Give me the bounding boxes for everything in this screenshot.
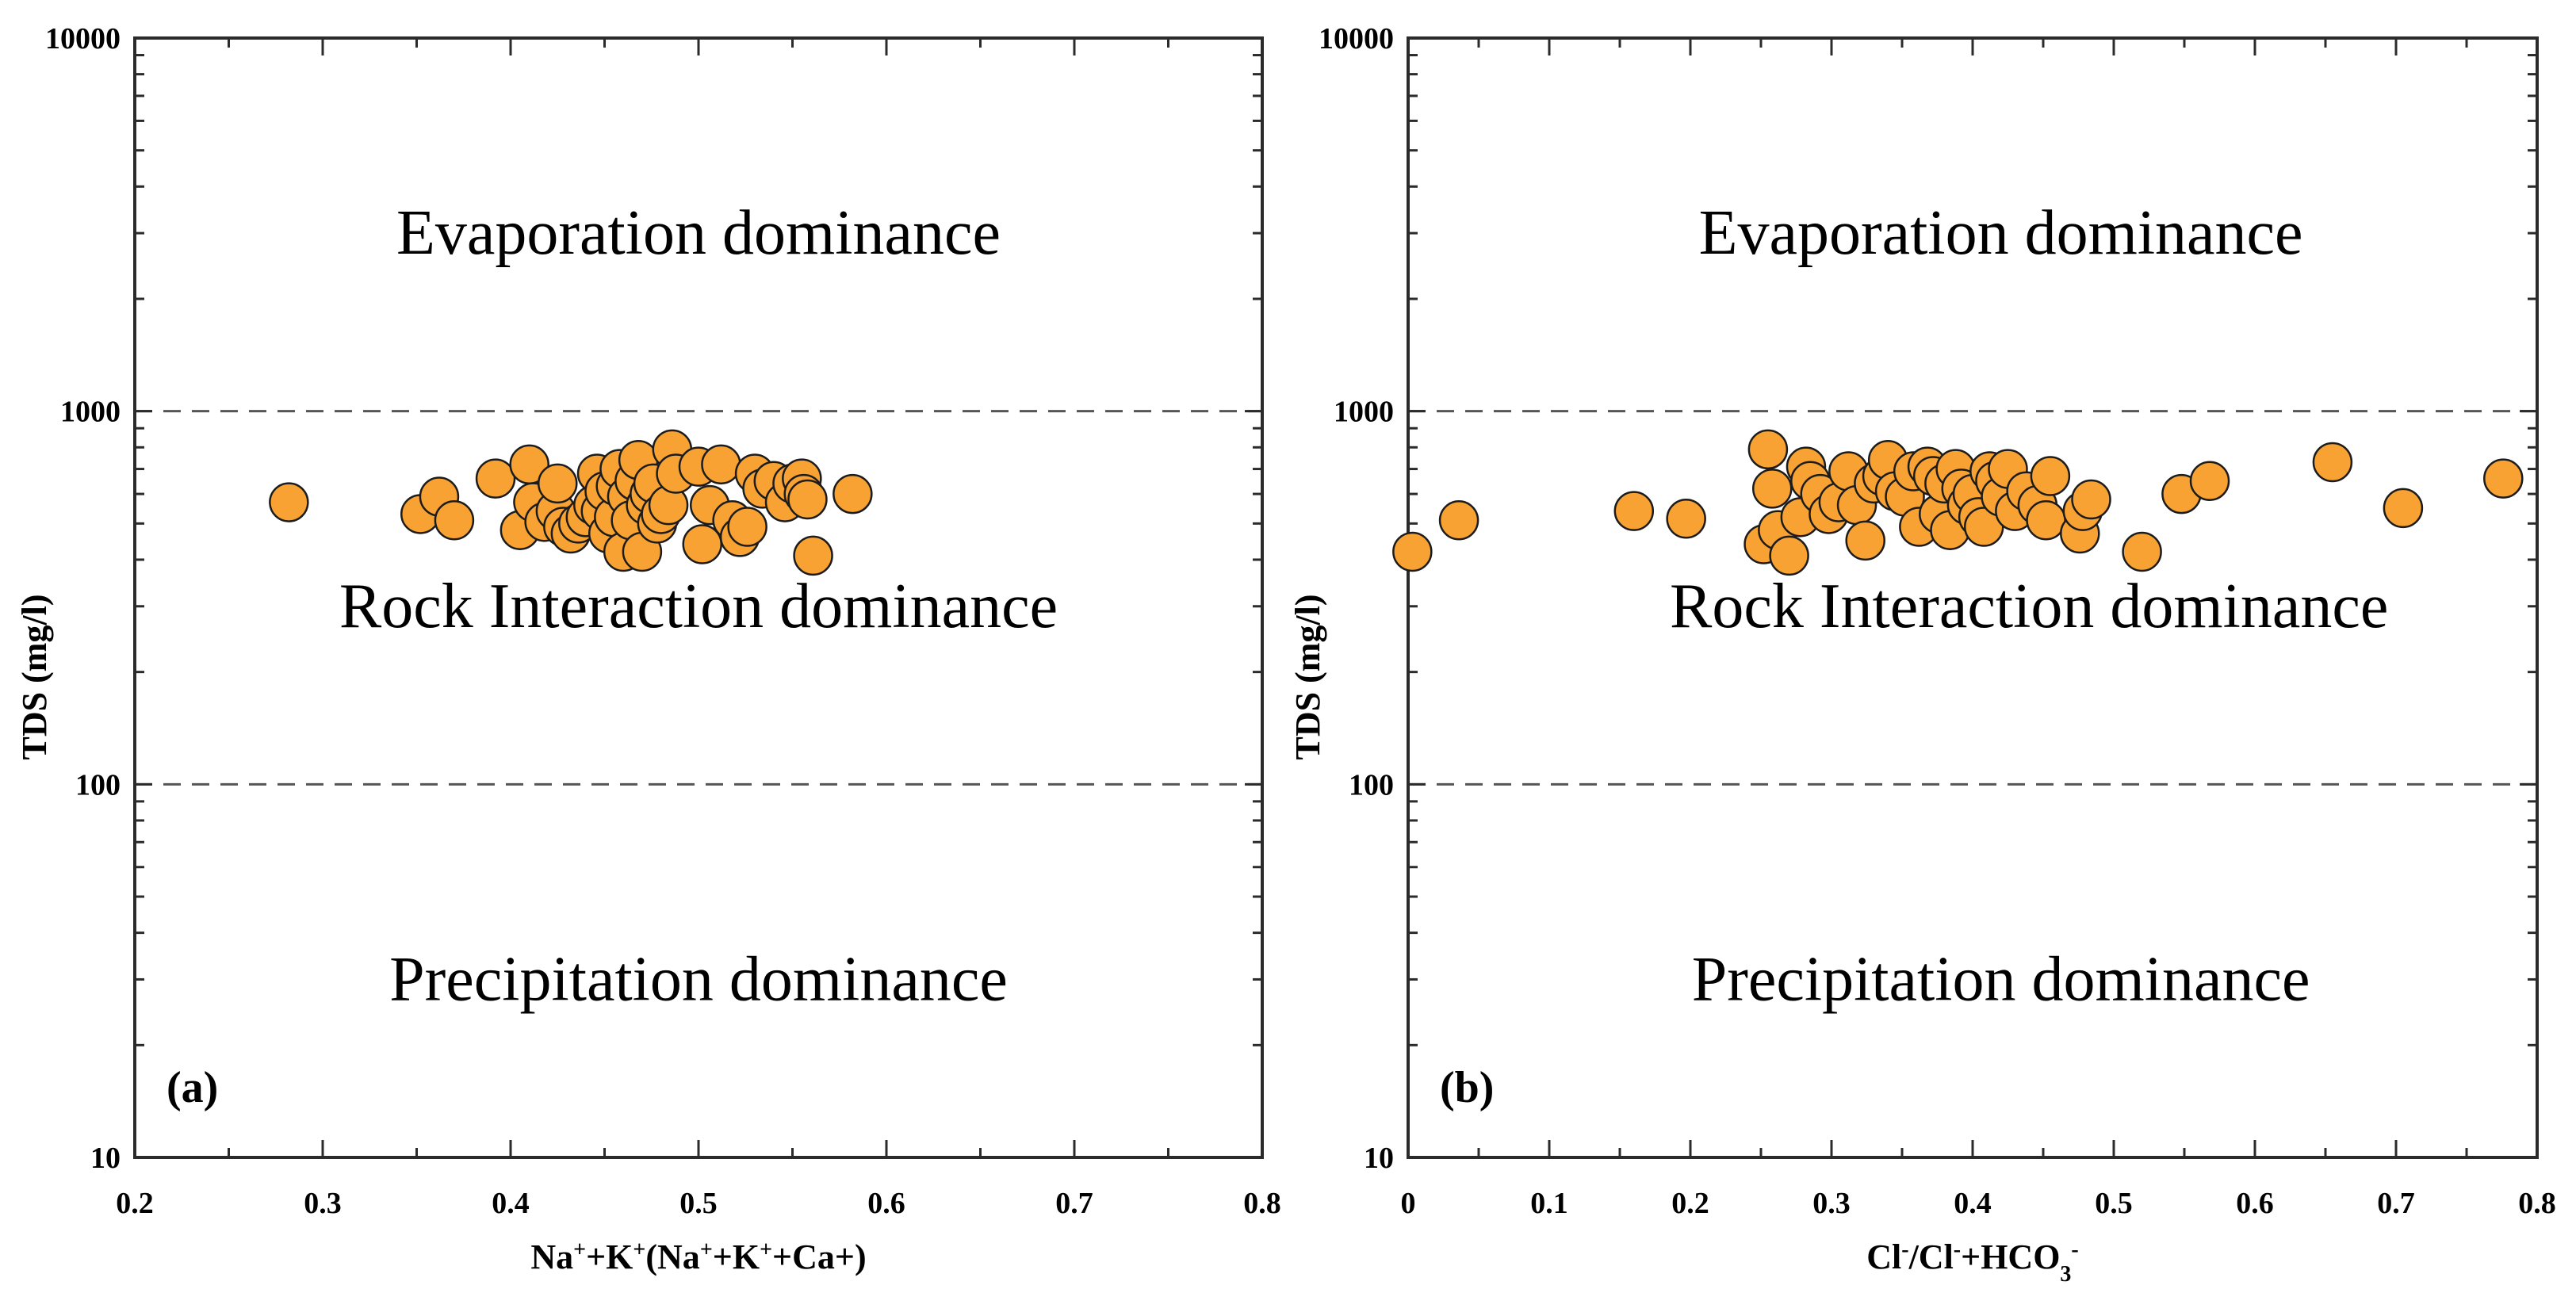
panel-b: 10 100 1000 10000 0 0.1 0.2 0.3 0.4 0.5 0.6 0.7 0.8 E…	[1288, 22, 2556, 1287]
x-tick-label: 0.6	[2236, 1187, 2274, 1220]
x-axis-title-part: (Na	[645, 1238, 699, 1276]
data-point	[269, 482, 309, 522]
x-tick-label: 0.7	[1055, 1187, 1093, 1220]
data-point	[2071, 479, 2111, 520]
x-axis-title-part: Cl	[1866, 1238, 1901, 1276]
region-label: Rock Interaction dominance	[1670, 572, 2388, 641]
region-label: Rock Interaction dominance	[339, 572, 1058, 641]
data-point	[2030, 456, 2071, 496]
data-point	[538, 463, 578, 504]
x-axis-title-part: Na	[530, 1238, 573, 1276]
x-tick-label: 0.4	[1954, 1187, 1992, 1220]
data-point	[833, 473, 873, 515]
x-tick-label: 0.7	[2377, 1187, 2415, 1220]
data-point	[2026, 500, 2066, 541]
data-point	[475, 458, 516, 499]
data-point	[2312, 442, 2353, 483]
data-point	[727, 507, 767, 547]
data-point	[793, 535, 833, 576]
data-point	[434, 500, 475, 541]
x-axis-title-part: -	[1901, 1238, 1908, 1262]
data-point	[1845, 520, 1885, 561]
x-axis-title-part: +K	[713, 1238, 760, 1276]
x-axis-title-part: +	[633, 1238, 645, 1262]
x-axis-title-part: +	[573, 1238, 586, 1262]
data-point	[1438, 500, 1479, 541]
y-axis-title: TDS (mg/l)	[1288, 595, 1327, 760]
x-tick-label: 0.8	[2518, 1187, 2556, 1220]
data-point	[1392, 531, 1433, 572]
x-tick-label: 0.5	[2095, 1187, 2133, 1220]
x-tick-label: 0.2	[1671, 1187, 1709, 1220]
x-tick-label: 0.3	[304, 1187, 342, 1220]
x-axis-title: Cl-/Cl-+HCO3-	[1866, 1238, 2079, 1287]
y-tick-label: 1000	[60, 396, 121, 429]
x-tick-label: 0.2	[116, 1187, 154, 1220]
data-point	[2189, 461, 2230, 501]
x-axis-title-part: /Cl	[1908, 1238, 1954, 1276]
y-tick-label: 10000	[1319, 22, 1394, 55]
data-point	[1747, 429, 1789, 470]
panel-label: (b)	[1440, 1063, 1494, 1112]
data-point	[701, 444, 741, 485]
data-point	[787, 479, 828, 520]
data-point	[2483, 458, 2524, 499]
x-axis-title-part: -	[1954, 1238, 1961, 1262]
x-tick-label: 0.5	[679, 1187, 718, 1220]
x-axis-title-part: 3	[2060, 1262, 2071, 1287]
x-tick-label: 0.6	[867, 1187, 905, 1220]
y-tick-label: 1000	[1334, 396, 1394, 429]
x-axis-title-part: +	[700, 1238, 713, 1262]
x-axis-title-part: +Ca+)	[772, 1238, 867, 1276]
x-axis-title-part: -	[2071, 1238, 2078, 1262]
data-point	[1751, 469, 1793, 509]
region-label: Evaporation dominance	[1699, 198, 2303, 268]
y-tick-label: 10000	[45, 22, 121, 55]
region-label: Evaporation dominance	[396, 198, 1001, 268]
y-tick-label: 10	[90, 1142, 121, 1175]
y-tick-label: 100	[75, 768, 121, 801]
x-tick-label: 0	[1401, 1187, 1416, 1220]
y-tick-label: 100	[1349, 768, 1394, 801]
panel-label: (a)	[167, 1063, 218, 1112]
region-label: Precipitation dominance	[389, 944, 1008, 1014]
x-axis-title-part: +HCO	[1961, 1238, 2060, 1276]
data-point	[1666, 499, 1706, 539]
data-point	[1613, 491, 1655, 531]
data-point	[1769, 535, 1809, 576]
x-tick-label: 0.8	[1243, 1187, 1281, 1220]
x-tick-label: 0.1	[1530, 1187, 1568, 1220]
x-tick-label: 0.3	[1812, 1187, 1851, 1220]
data-point	[2383, 488, 2424, 529]
x-axis-title-part: +	[760, 1238, 772, 1262]
panel-a: 10 100 1000 10000 0.2 0.3 0.4 0.5 0.6 0.7 0.8 Evapo…	[15, 22, 1281, 1276]
y-tick-label: 10	[1364, 1142, 1394, 1175]
y-axis-title: TDS (mg/l)	[15, 595, 54, 760]
x-axis-title: Na++K+(Na++K++Ca+)	[530, 1238, 866, 1277]
region-label: Precipitation dominance	[1692, 944, 2310, 1014]
x-axis-title-part: +K	[586, 1238, 633, 1276]
data-point	[2122, 531, 2162, 572]
x-tick-label: 0.4	[492, 1187, 530, 1220]
